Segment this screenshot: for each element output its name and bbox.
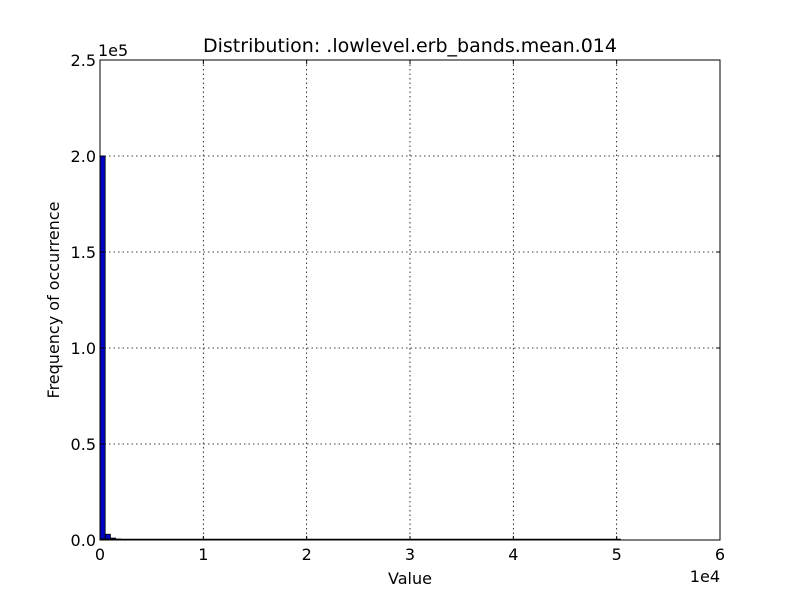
ticks-layer [99, 59, 721, 541]
x-tick-label: 5 [612, 545, 622, 564]
y-tick-label: 0.5 [71, 435, 96, 454]
tick-labels-layer: 0 1 2 3 4 5 6 0.0 0.5 1.0 1.5 2.0 2.5 [71, 51, 726, 564]
y-axis-label: Frequency of occurrence [44, 202, 63, 399]
grid-layer [100, 60, 720, 540]
y-tick-label: 2.5 [71, 51, 96, 70]
x-tick-label: 6 [715, 545, 725, 564]
x-tick-label: 1 [198, 545, 208, 564]
x-tick-label: 4 [508, 545, 518, 564]
x-tick-label: 0 [95, 545, 105, 564]
x-multiplier-label: 1e4 [690, 567, 720, 586]
y-multiplier-label: 1e5 [98, 41, 128, 60]
chart-title: Distribution: .lowlevel.erb_bands.mean.0… [203, 35, 617, 57]
x-tick-label: 3 [405, 545, 415, 564]
x-tick-label: 2 [302, 545, 312, 564]
y-tick-label: 2.0 [71, 147, 96, 166]
y-tick-label: 1.0 [71, 339, 96, 358]
y-tick-label: 1.5 [71, 243, 96, 262]
y-tick-label: 0.0 [71, 531, 96, 550]
x-axis-label: Value [388, 569, 432, 588]
